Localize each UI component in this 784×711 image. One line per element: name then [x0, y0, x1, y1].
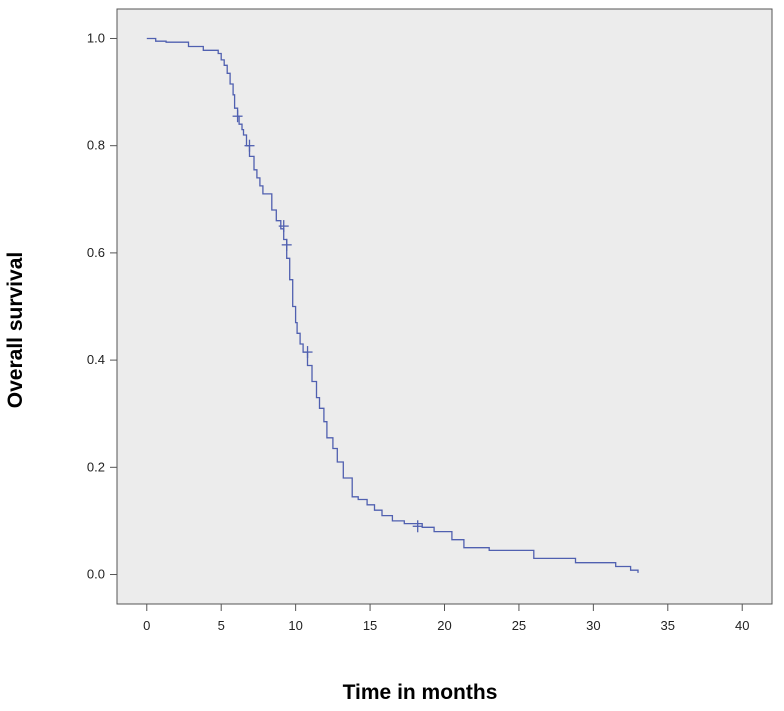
survival-curve-group [146, 37, 639, 573]
x-tick-label: 20 [437, 618, 451, 633]
plot-area [116, 8, 773, 605]
y-tick-label: 0.6 [87, 245, 105, 260]
censor-mark [281, 238, 292, 251]
y-tick-label: 0.4 [87, 352, 105, 367]
censor-mark [244, 139, 255, 152]
censor-mark [232, 110, 243, 123]
x-axis-title: Time in months [343, 681, 498, 704]
censor-mark [412, 520, 423, 533]
censor-mark [278, 220, 289, 233]
x-tick-label: 40 [735, 618, 749, 633]
x-axis: 0 5 10 15 20 25 30 35 40 [143, 604, 749, 633]
y-axis: 0.0 0.2 0.4 0.6 0.8 1.0 [87, 30, 117, 582]
y-tick-label: 0.2 [87, 459, 105, 474]
survival-curve [146, 37, 639, 573]
x-tick-label: 30 [586, 618, 600, 633]
x-tick-label: 15 [363, 618, 377, 633]
x-tick-label: 10 [288, 618, 302, 633]
y-tick-label: 0.8 [87, 138, 105, 153]
x-tick-label: 0 [143, 618, 150, 633]
y-tick-label: 0.0 [87, 567, 105, 582]
y-axis-title: Overall survival [4, 252, 27, 408]
y-tick-label: 1.0 [87, 30, 105, 45]
x-tick-label: 5 [218, 618, 225, 633]
x-tick-label: 25 [512, 618, 526, 633]
x-tick-label: 35 [661, 618, 675, 633]
censor-mark [302, 346, 313, 359]
